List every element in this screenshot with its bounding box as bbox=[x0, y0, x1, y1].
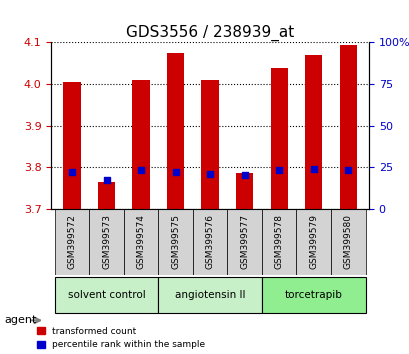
FancyBboxPatch shape bbox=[89, 209, 124, 275]
FancyBboxPatch shape bbox=[261, 277, 365, 313]
FancyBboxPatch shape bbox=[330, 209, 365, 275]
Point bbox=[137, 168, 144, 173]
FancyBboxPatch shape bbox=[227, 209, 261, 275]
FancyBboxPatch shape bbox=[158, 277, 261, 313]
Text: GSM399573: GSM399573 bbox=[102, 215, 111, 269]
FancyBboxPatch shape bbox=[54, 277, 158, 313]
Point bbox=[275, 168, 282, 173]
Bar bbox=[132, 80, 149, 209]
Text: GSM399578: GSM399578 bbox=[274, 215, 283, 269]
Bar bbox=[304, 55, 321, 209]
Text: GSM399576: GSM399576 bbox=[205, 215, 214, 269]
Point bbox=[344, 168, 351, 173]
Text: torcetrapib: torcetrapib bbox=[284, 290, 342, 300]
Point bbox=[69, 169, 75, 175]
Bar bbox=[270, 68, 287, 209]
FancyBboxPatch shape bbox=[261, 209, 296, 275]
Text: agent: agent bbox=[4, 315, 36, 325]
FancyBboxPatch shape bbox=[296, 209, 330, 275]
Text: GSM399575: GSM399575 bbox=[171, 215, 180, 269]
Text: GSM399579: GSM399579 bbox=[308, 215, 317, 269]
Text: angiotensin II: angiotensin II bbox=[175, 290, 245, 300]
Bar bbox=[339, 45, 356, 209]
Bar bbox=[98, 182, 115, 209]
Text: GSM399572: GSM399572 bbox=[67, 215, 76, 269]
Title: GDS3556 / 238939_at: GDS3556 / 238939_at bbox=[126, 25, 294, 41]
Text: GSM399574: GSM399574 bbox=[136, 215, 145, 269]
FancyBboxPatch shape bbox=[124, 209, 158, 275]
Legend: transformed count, percentile rank within the sample: transformed count, percentile rank withi… bbox=[37, 327, 204, 349]
FancyBboxPatch shape bbox=[192, 209, 227, 275]
Text: GSM399577: GSM399577 bbox=[240, 215, 249, 269]
Point bbox=[103, 178, 110, 183]
Text: GSM399580: GSM399580 bbox=[343, 215, 352, 269]
FancyBboxPatch shape bbox=[54, 209, 89, 275]
Bar bbox=[201, 80, 218, 209]
Point bbox=[241, 173, 247, 178]
Text: solvent control: solvent control bbox=[67, 290, 145, 300]
Point bbox=[310, 166, 316, 172]
Bar bbox=[236, 173, 253, 209]
Point bbox=[207, 171, 213, 177]
Bar bbox=[166, 53, 184, 209]
Point bbox=[172, 169, 178, 175]
Bar bbox=[63, 82, 81, 209]
FancyBboxPatch shape bbox=[158, 209, 192, 275]
